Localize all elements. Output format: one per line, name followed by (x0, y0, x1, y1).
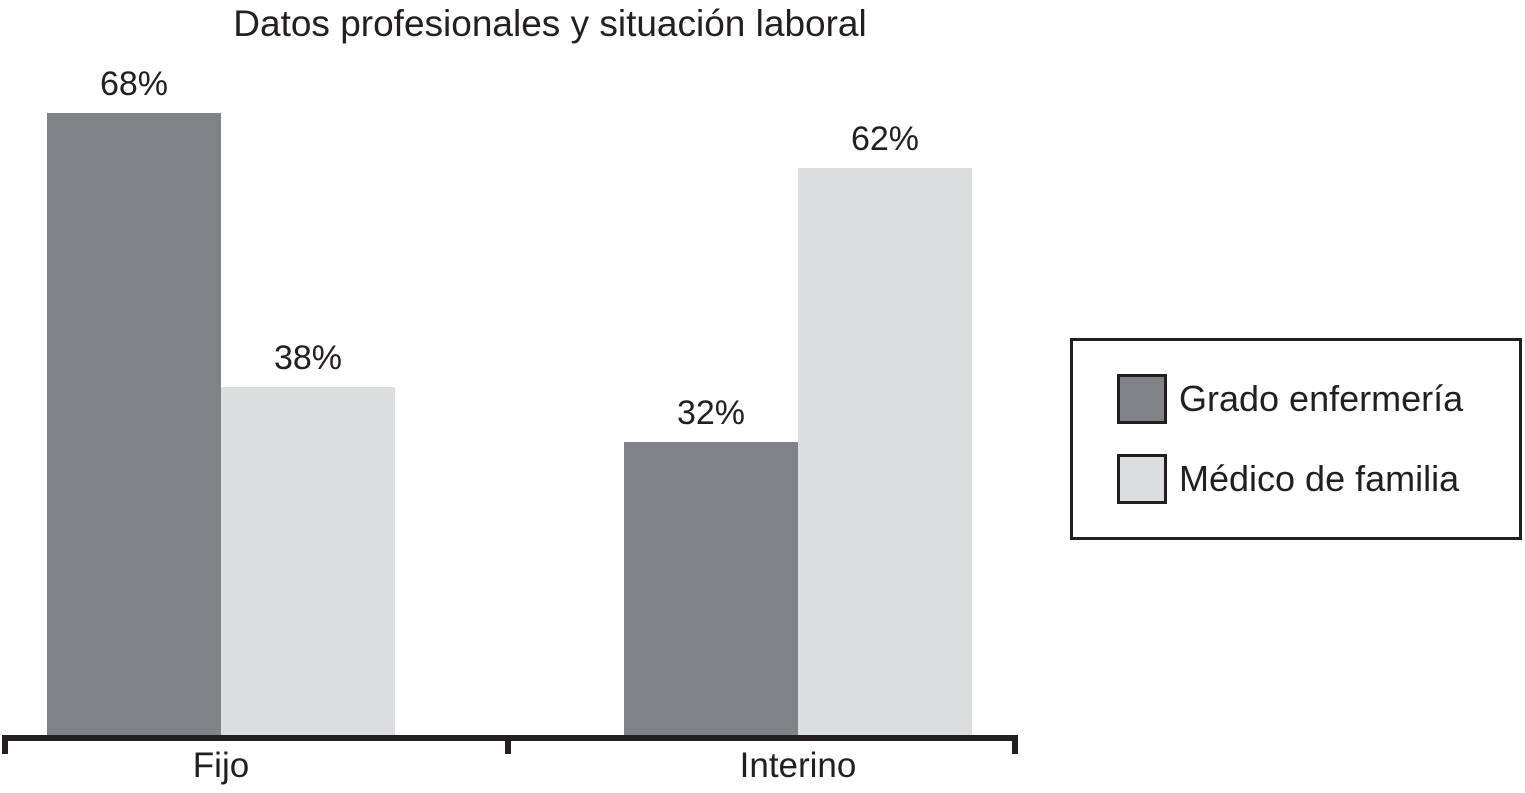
plot-area: 68% 38% Fijo 32% 62% Interino (2, 65, 1018, 785)
x-axis-label-fijo: Fijo (192, 746, 250, 785)
bar-value-label-fijo-medico-de-familia: 38% (273, 339, 343, 377)
legend-swatch-medico-de-familia (1117, 454, 1167, 504)
legend-label-grado-enfermeria: Grado enfermería (1179, 378, 1464, 419)
bar-value-label-interino-grado-enfermeria: 32% (676, 394, 746, 432)
x-axis-label-interino: Interino (739, 746, 857, 785)
x-axis-tick (2, 735, 8, 754)
bar-value-label-fijo-grado-enfermeria: 68% (99, 65, 169, 103)
legend-swatch-grado-enfermeria (1117, 374, 1167, 424)
bar-value-label-interino-medico-de-familia: 62% (850, 120, 920, 158)
bar-interino-medico-de-familia (798, 168, 972, 735)
legend-label-medico-de-familia: Médico de familia (1179, 458, 1460, 499)
bar-fijo-grado-enfermeria (47, 113, 221, 735)
legend-item-medico-de-familia: Médico de familia (1117, 454, 1519, 504)
legend-item-grado-enfermeria: Grado enfermería (1117, 374, 1519, 424)
legend: Grado enfermería Médico de familia (1070, 338, 1522, 540)
chart-title: Datos profesionales y situación laboral (233, 3, 867, 44)
bar-interino-grado-enfermeria (624, 442, 798, 735)
bar-fijo-medico-de-familia (221, 387, 395, 735)
x-axis-tick (505, 735, 511, 754)
x-axis-tick (1012, 735, 1018, 754)
